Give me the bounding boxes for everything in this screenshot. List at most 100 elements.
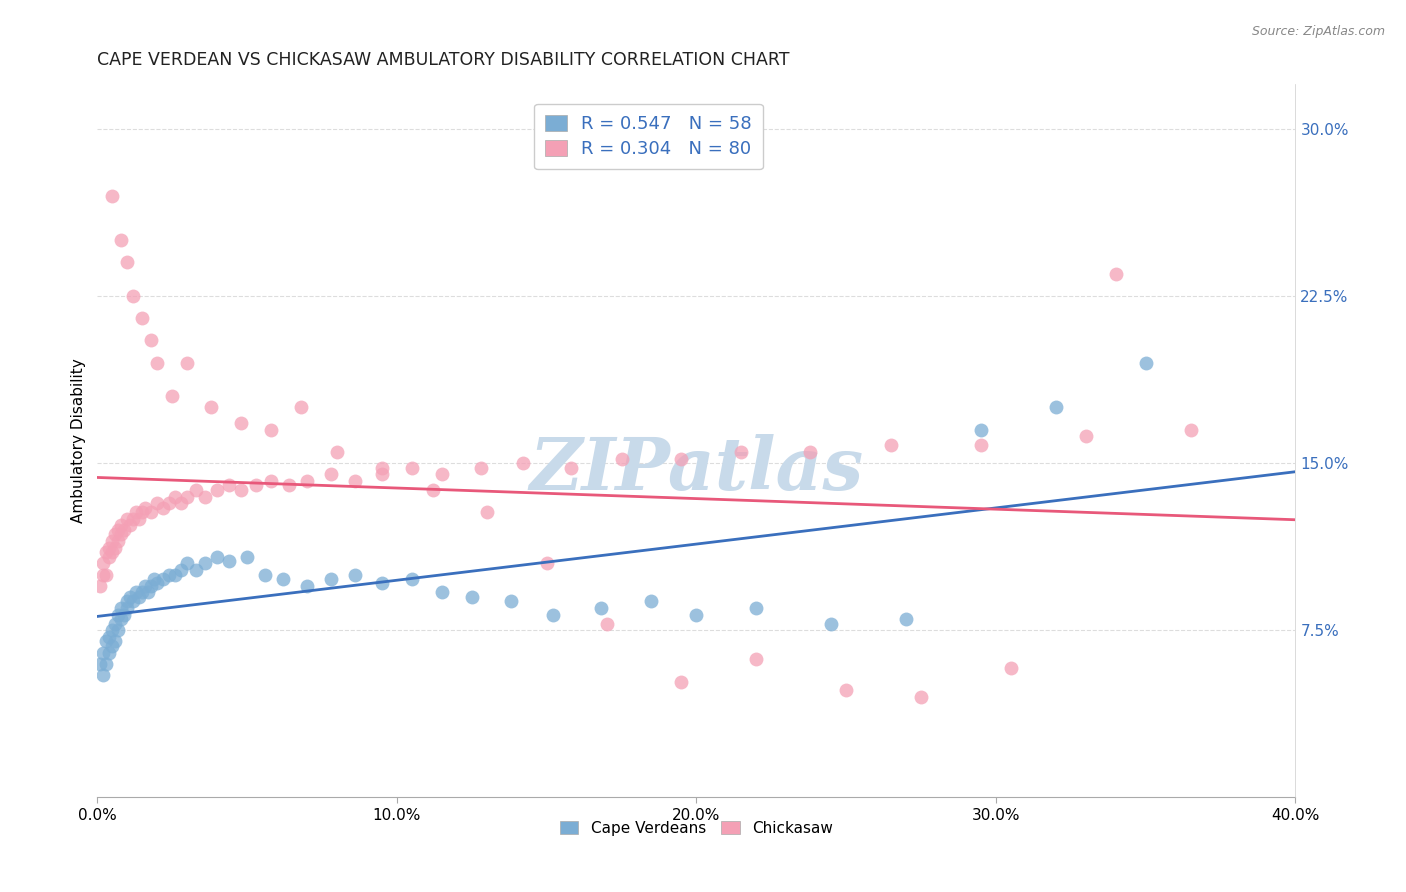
Point bbox=[229, 483, 252, 497]
Point bbox=[117, 512, 139, 526]
Point bbox=[117, 601, 139, 615]
Point bbox=[422, 483, 444, 497]
Point bbox=[131, 505, 153, 519]
Point bbox=[278, 478, 301, 492]
Point bbox=[117, 255, 139, 269]
Point bbox=[122, 289, 145, 303]
Point bbox=[970, 438, 993, 452]
Point bbox=[295, 474, 318, 488]
Point bbox=[671, 451, 693, 466]
Point bbox=[290, 401, 312, 415]
Point bbox=[319, 467, 342, 482]
Point bbox=[730, 445, 752, 459]
Point bbox=[745, 601, 768, 615]
Point bbox=[512, 456, 534, 470]
Point bbox=[205, 549, 228, 564]
Point bbox=[205, 483, 228, 497]
Point bbox=[430, 467, 453, 482]
Point bbox=[371, 460, 394, 475]
Point bbox=[970, 423, 993, 437]
Point bbox=[271, 572, 294, 586]
Point bbox=[152, 500, 174, 515]
Point bbox=[131, 311, 153, 326]
Point bbox=[117, 594, 139, 608]
Point bbox=[89, 579, 111, 593]
Point bbox=[101, 534, 124, 549]
Point bbox=[93, 646, 115, 660]
Point bbox=[218, 554, 240, 568]
Point bbox=[128, 590, 150, 604]
Point bbox=[112, 607, 135, 622]
Point bbox=[475, 505, 498, 519]
Point bbox=[101, 624, 124, 638]
Point bbox=[186, 483, 208, 497]
Point bbox=[176, 490, 198, 504]
Point bbox=[110, 601, 132, 615]
Point bbox=[93, 668, 115, 682]
Point bbox=[254, 567, 277, 582]
Point bbox=[541, 607, 564, 622]
Point bbox=[112, 523, 135, 537]
Point bbox=[1135, 356, 1157, 370]
Point bbox=[120, 518, 142, 533]
Point bbox=[93, 567, 115, 582]
Point bbox=[229, 416, 252, 430]
Point bbox=[101, 639, 124, 653]
Point bbox=[401, 460, 423, 475]
Point bbox=[245, 478, 267, 492]
Point bbox=[141, 505, 163, 519]
Point bbox=[671, 674, 693, 689]
Text: ZIPatlas: ZIPatlas bbox=[529, 434, 863, 505]
Point bbox=[110, 233, 132, 247]
Point bbox=[98, 630, 121, 644]
Point bbox=[894, 612, 917, 626]
Point bbox=[1105, 267, 1128, 281]
Point bbox=[401, 572, 423, 586]
Point bbox=[93, 557, 115, 571]
Point bbox=[89, 657, 111, 671]
Point bbox=[96, 657, 118, 671]
Point bbox=[120, 590, 142, 604]
Point bbox=[131, 585, 153, 599]
Point bbox=[122, 594, 145, 608]
Point bbox=[134, 500, 156, 515]
Point bbox=[820, 616, 842, 631]
Point bbox=[295, 579, 318, 593]
Point bbox=[343, 474, 366, 488]
Point bbox=[610, 451, 633, 466]
Point bbox=[125, 505, 148, 519]
Point bbox=[160, 389, 183, 403]
Point bbox=[470, 460, 492, 475]
Point bbox=[146, 496, 169, 510]
Point bbox=[194, 557, 217, 571]
Point bbox=[143, 572, 166, 586]
Point bbox=[1000, 661, 1022, 675]
Point bbox=[165, 490, 187, 504]
Point bbox=[260, 474, 283, 488]
Point bbox=[136, 585, 159, 599]
Point bbox=[595, 616, 617, 631]
Point bbox=[110, 518, 132, 533]
Point bbox=[146, 356, 169, 370]
Y-axis label: Ambulatory Disability: Ambulatory Disability bbox=[72, 359, 86, 524]
Point bbox=[170, 563, 193, 577]
Point bbox=[96, 634, 118, 648]
Point bbox=[218, 478, 240, 492]
Point bbox=[260, 423, 283, 437]
Point bbox=[146, 576, 169, 591]
Point bbox=[101, 188, 124, 202]
Point bbox=[589, 601, 612, 615]
Point bbox=[236, 549, 259, 564]
Point bbox=[176, 356, 198, 370]
Point bbox=[560, 460, 582, 475]
Point bbox=[107, 523, 129, 537]
Point bbox=[326, 445, 349, 459]
Point bbox=[157, 496, 180, 510]
Point bbox=[430, 585, 453, 599]
Point bbox=[96, 545, 118, 559]
Point bbox=[499, 594, 522, 608]
Point bbox=[98, 549, 121, 564]
Point bbox=[1045, 401, 1067, 415]
Point bbox=[319, 572, 342, 586]
Point bbox=[176, 557, 198, 571]
